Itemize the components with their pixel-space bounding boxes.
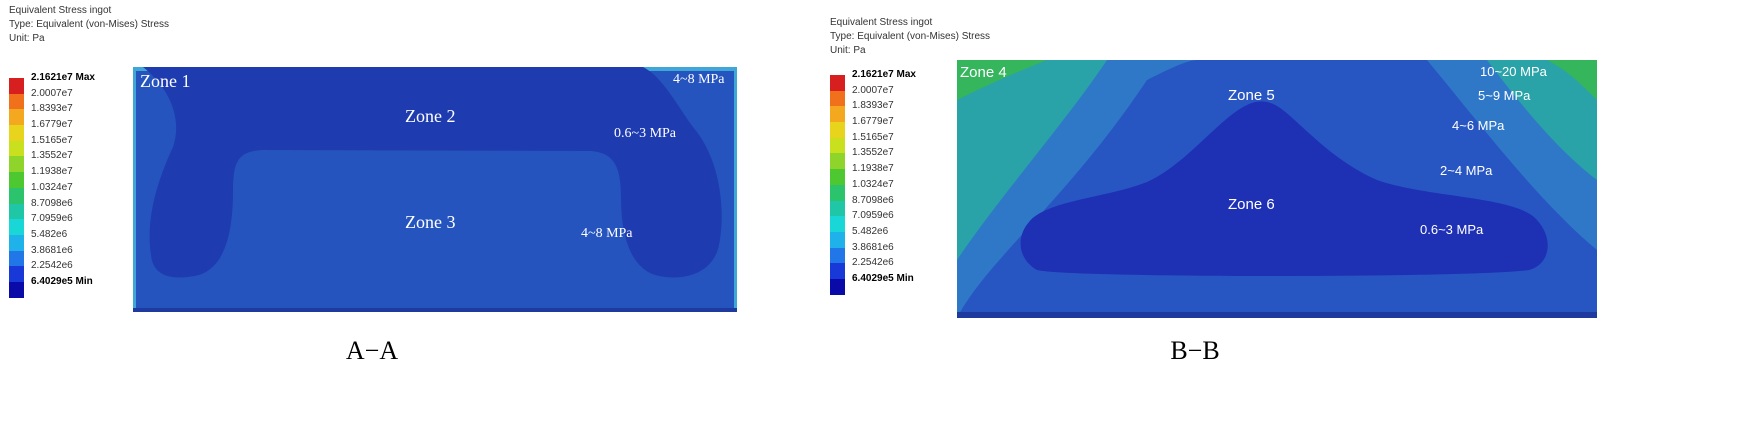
value-label-v2-b: 5~9 MPa <box>1478 88 1531 103</box>
edge-bottom-b <box>957 312 1597 318</box>
caption-b: B−B <box>1170 336 1220 365</box>
legend-swatch <box>9 125 24 141</box>
legend-label: 1.8393e7 <box>31 103 73 115</box>
section-panel-b: Equivalent Stress ingot Type: Equivalent… <box>830 0 1744 430</box>
legend-label: 1.3552e7 <box>852 147 894 159</box>
region-core-a <box>143 67 722 278</box>
value-label-mid-right-a: 0.6~3 MPa <box>614 126 677 141</box>
legend-label: 7.0959e6 <box>852 210 894 222</box>
value-label-v1-b: 10~20 MPa <box>1480 64 1547 79</box>
legend-swatch <box>830 169 845 185</box>
legend-label: 5.482e6 <box>31 228 68 240</box>
legend-swatch <box>830 106 845 123</box>
legend-label: 3.8681e6 <box>852 241 894 253</box>
legend-swatch <box>830 137 845 154</box>
legend-swatch <box>830 184 845 201</box>
edge-left-a <box>133 67 136 312</box>
legend-label: 1.6779e7 <box>31 119 73 131</box>
legend-label: 1.5165e7 <box>852 131 894 143</box>
edge-bottom-a <box>133 308 737 312</box>
legend-title: Equivalent Stress ingot <box>830 17 933 28</box>
legend-label: 2.0007e7 <box>31 87 73 99</box>
legend-label: 8.7098e6 <box>852 194 894 206</box>
legend-swatch <box>830 216 845 232</box>
value-label-v3-b: 4~6 MPa <box>1452 118 1505 133</box>
legend-swatch <box>9 93 24 110</box>
legend-swatch <box>9 250 24 267</box>
value-label-v5-b: 0.6~3 MPa <box>1420 222 1484 237</box>
caption-a: A−A <box>345 336 399 365</box>
edge-right-a <box>734 67 737 312</box>
value-label-v4-b: 2~4 MPa <box>1440 163 1493 178</box>
value-label-bottom-right-a: 4~8 MPa <box>581 226 633 241</box>
legend-swatch <box>830 90 845 107</box>
legend-swatch <box>830 122 845 138</box>
legend-label: 6.4029e5 Min <box>852 272 914 284</box>
legend-label: 1.0324e7 <box>31 181 73 193</box>
legend-label: 1.0324e7 <box>852 178 894 190</box>
legend-swatch <box>9 78 24 94</box>
zone-6-label: Zone 6 <box>1228 196 1275 213</box>
legend-swatch <box>830 153 845 170</box>
legend-label: 1.8393e7 <box>852 100 894 112</box>
zone-5-label: Zone 5 <box>1228 87 1275 104</box>
legend-label: 8.7098e6 <box>31 197 73 209</box>
legend-label: 1.6779e7 <box>852 116 894 128</box>
legend-header-a: Equivalent Stress ingot Type: Equivalent… <box>9 4 169 46</box>
legend-label: 6.4029e5 Min <box>31 275 93 287</box>
legend-label: 2.1621e7 Max <box>852 69 916 80</box>
legend-swatch <box>9 172 24 188</box>
legend-label: 2.2542e6 <box>31 260 73 272</box>
legend-swatch <box>9 281 24 298</box>
zone-1-label: Zone 1 <box>140 71 191 91</box>
zone-3-label: Zone 3 <box>405 212 456 232</box>
value-label-top-right-a: 4~8 MPa <box>673 72 725 87</box>
legend-swatch <box>830 278 845 295</box>
zone-4-label: Zone 4 <box>960 64 1007 81</box>
region-core-b <box>1020 101 1548 276</box>
legend-label: 2.1621e7 Max <box>31 72 95 83</box>
legend-unit: Unit: Pa <box>9 33 45 44</box>
legend-label: 1.1938e7 <box>852 163 894 175</box>
legend-swatch <box>9 234 24 251</box>
legend-swatch <box>830 231 845 248</box>
legend-swatch <box>830 200 845 217</box>
legend-label: 1.1938e7 <box>31 166 73 178</box>
legend-type: Type: Equivalent (von-Mises) Stress <box>830 31 991 42</box>
legend-swatch <box>830 263 845 279</box>
legend-label: 2.2542e6 <box>852 257 894 269</box>
legend-swatch <box>830 247 845 264</box>
legend-label: 1.5165e7 <box>31 134 73 146</box>
legend-title: Equivalent Stress ingot <box>9 5 112 16</box>
legend-label: 2.0007e7 <box>852 84 894 96</box>
legend-swatch <box>830 75 845 91</box>
legend-swatch <box>9 109 24 126</box>
legend-swatch <box>9 266 24 282</box>
legend-swatch <box>9 187 24 204</box>
section-panel-a: Equivalent Stress ingot Type: Equivalent… <box>0 0 860 430</box>
legend-label: 5.482e6 <box>852 225 889 237</box>
legend-label: 3.8681e6 <box>31 244 73 256</box>
legend-unit: Unit: Pa <box>830 45 866 56</box>
zone-2-label: Zone 2 <box>405 106 456 126</box>
legend-label: 1.3552e7 <box>31 150 73 162</box>
legend-label: 7.0959e6 <box>31 213 73 225</box>
legend-swatch <box>9 156 24 173</box>
legend-type: Type: Equivalent (von-Mises) Stress <box>9 19 170 30</box>
legend-swatch <box>9 203 24 220</box>
stress-contour-a <box>133 67 737 312</box>
legend-header-b: Equivalent Stress ingot Type: Equivalent… <box>830 16 990 58</box>
legend-swatch <box>9 219 24 235</box>
stress-contour-b <box>957 60 1597 318</box>
legend-swatch <box>9 140 24 157</box>
